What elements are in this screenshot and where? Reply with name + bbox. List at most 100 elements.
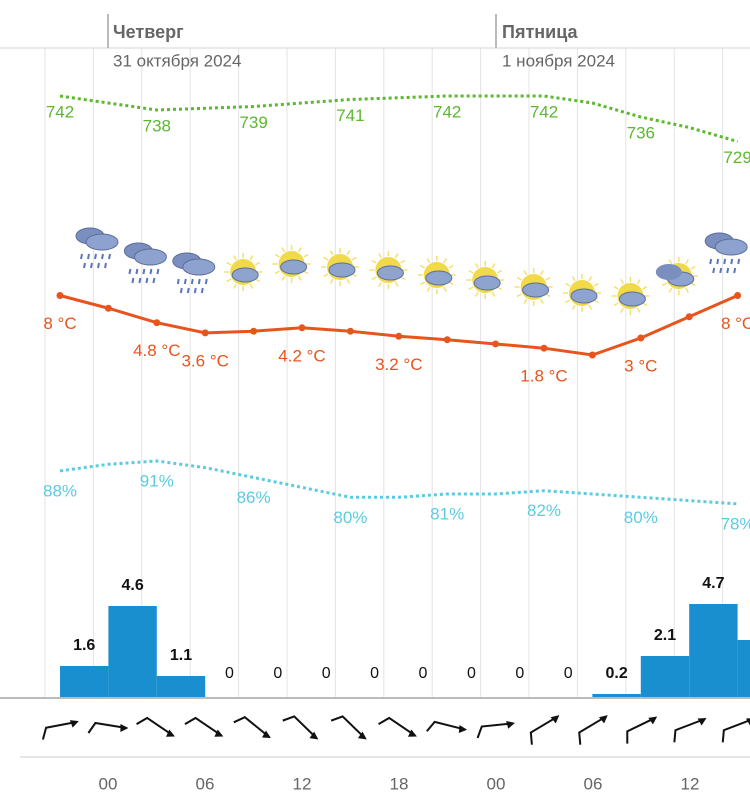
weather-icon: [563, 274, 601, 312]
weather-icon: [704, 232, 748, 274]
wind-arrow: [529, 715, 560, 745]
sun-ray: [516, 293, 522, 298]
weather-icon: [75, 227, 119, 269]
rain-drop: [733, 267, 737, 274]
rain-drop: [90, 262, 93, 269]
time-label: 18: [390, 774, 409, 793]
rain-drop: [737, 258, 741, 265]
sun-ray: [249, 283, 254, 289]
sun-ray: [496, 269, 503, 274]
pressure-label: 742: [46, 102, 74, 121]
precip-bar: [108, 606, 157, 698]
cloud: [280, 259, 308, 275]
wind-head: [69, 720, 79, 728]
temperature-point: [250, 327, 258, 335]
wind-shaft: [426, 720, 466, 732]
temperature-label: 3.2 °C: [375, 355, 422, 374]
pressure-label: 741: [336, 106, 364, 125]
cloud: [473, 275, 501, 291]
wind-head: [550, 715, 560, 724]
humidity-label: 80%: [333, 508, 367, 527]
temperature-point: [395, 332, 403, 340]
sun-ray: [351, 256, 357, 261]
wind-arrow: [476, 721, 515, 739]
rain-drop: [716, 258, 720, 265]
temperature-point: [588, 351, 596, 359]
weather-icon: [369, 251, 408, 289]
rain-drop: [200, 287, 204, 294]
sun-ray: [249, 255, 254, 261]
time-label: 00: [99, 774, 118, 793]
sun-ray: [661, 282, 668, 287]
sun-ray: [516, 276, 522, 281]
sun-ray: [565, 282, 571, 287]
sun-ray: [274, 253, 280, 258]
sun-ray: [588, 304, 593, 310]
sun-ray: [233, 255, 237, 261]
wind-shaft: [626, 716, 656, 744]
cloud: [425, 270, 453, 286]
wind-head: [648, 716, 658, 725]
weather-icon: [123, 242, 167, 284]
wind-head: [261, 730, 271, 738]
humidity-line: [59, 459, 738, 506]
rain-drop: [726, 267, 730, 274]
precip-label: 1.1: [170, 647, 192, 664]
rain-drop: [101, 253, 104, 260]
sun-ray: [620, 307, 625, 313]
temperature-point: [540, 344, 548, 352]
rain-drop: [193, 287, 197, 294]
wind-shaft: [330, 715, 366, 740]
rain-drop: [94, 253, 97, 260]
weather-icon: [224, 253, 263, 291]
sun-ray: [329, 278, 334, 284]
sun-ray: [685, 259, 689, 265]
sun-ray: [443, 258, 447, 264]
sun-ray: [545, 276, 551, 281]
day-date: 1 ноября 2024: [502, 51, 615, 70]
wind-head: [697, 718, 707, 726]
sun-ray: [233, 283, 237, 289]
sun-ray: [297, 247, 302, 253]
wind-head: [120, 724, 129, 732]
weather-icon: [655, 257, 698, 295]
sun-ray: [690, 265, 696, 270]
pressure-label: 742: [530, 102, 558, 121]
sun-ray: [323, 256, 329, 261]
precip-label: 0: [273, 665, 282, 682]
rain-drop: [709, 258, 713, 265]
rain-drop: [131, 277, 135, 284]
weather-icon: [172, 252, 216, 294]
pressure-label: 736: [627, 123, 655, 142]
rain-drop: [138, 277, 142, 284]
rain-drop: [730, 258, 734, 265]
rain-drop: [87, 253, 90, 260]
wind-head: [309, 731, 319, 740]
temperature-point: [153, 319, 161, 327]
weather-icon: [417, 256, 456, 294]
rain-drop: [108, 253, 111, 260]
wind-head: [599, 715, 608, 724]
sun-ray: [636, 279, 641, 285]
cloud: [133, 248, 167, 266]
precip-label: 1.6: [73, 637, 95, 654]
temperature-label: 1.8 °C: [520, 367, 567, 386]
wind-shaft: [282, 715, 318, 740]
sun-ray: [642, 285, 648, 290]
precip-label: 0: [419, 665, 428, 682]
cloud: [655, 264, 682, 280]
humidity-label: 80%: [624, 508, 658, 527]
sun-ray: [491, 263, 496, 269]
weather-icon: [321, 248, 359, 286]
rain-drop: [179, 287, 183, 294]
humidity-label: 81%: [430, 504, 464, 523]
rain-drop: [145, 277, 149, 284]
precip-label: 0: [564, 665, 573, 682]
sun-ray: [593, 282, 599, 287]
sun-ray: [565, 299, 571, 304]
wind-head: [745, 718, 750, 726]
temperature-label: 4.2 °C: [278, 346, 325, 365]
wind-arrow: [673, 718, 707, 743]
wind-arrow: [330, 715, 367, 740]
